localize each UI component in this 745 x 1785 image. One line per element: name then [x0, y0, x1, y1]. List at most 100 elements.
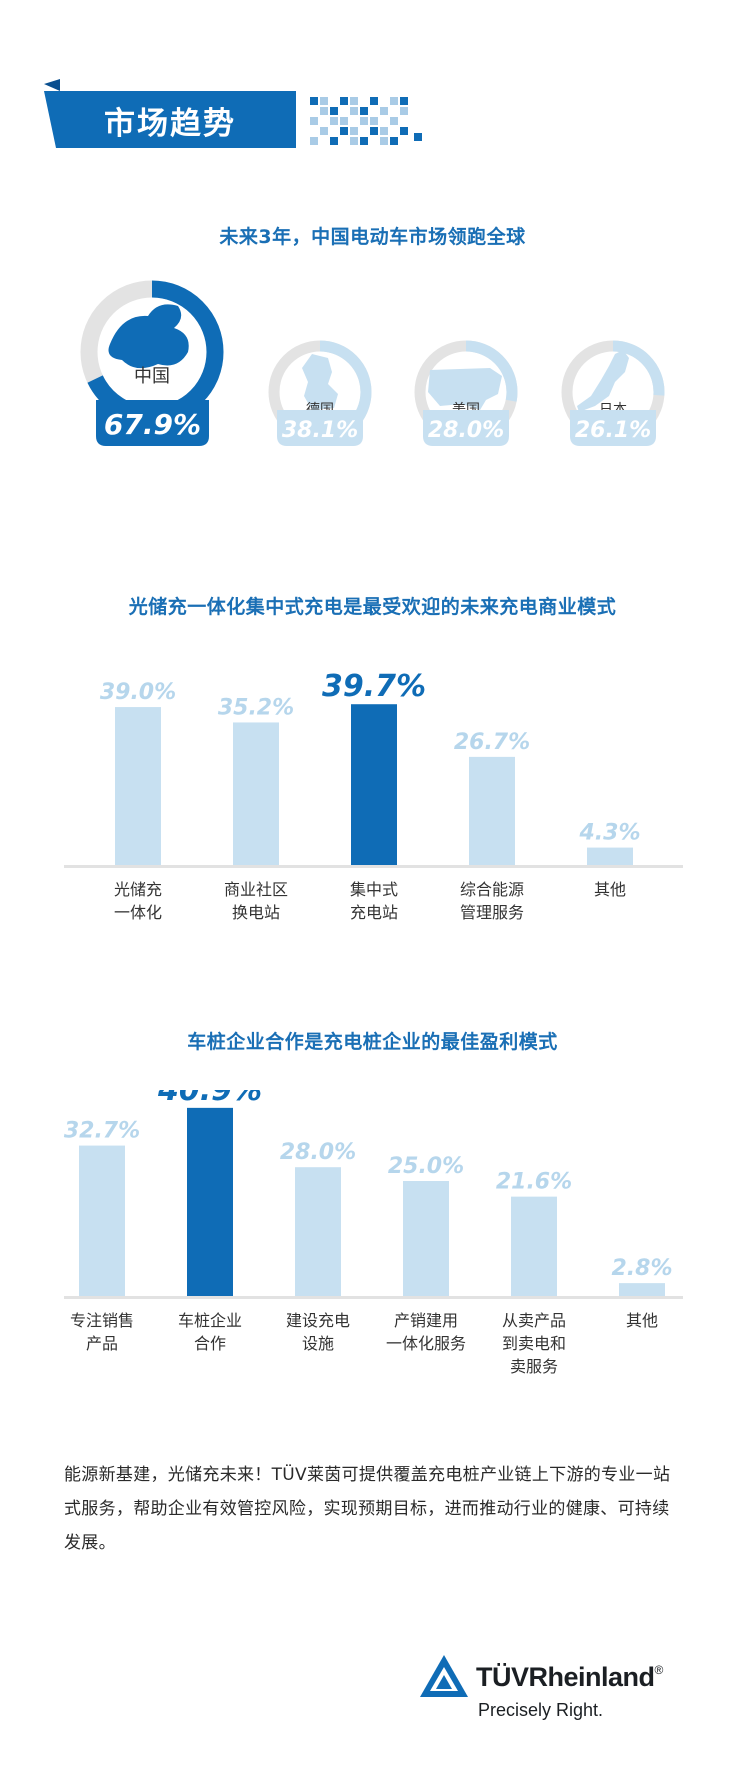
bar-category-label: 车桩企业合作	[178, 1311, 242, 1353]
checker-square	[390, 117, 398, 125]
chart2-title: 光储充一体化集中式充电是最受欢迎的未来充电商业模式	[128, 596, 617, 618]
checker-square	[400, 97, 408, 105]
bar-category-line: 其他	[626, 1311, 658, 1330]
footer-paragraph: 能源新基建，光储充未来！TÜV莱茵可提供覆盖充电桩产业链上下游的专业一站式服务，…	[64, 1465, 671, 1553]
bar-category-line: 综合能源	[460, 880, 524, 899]
ring-chart-0: 中国 67.9%	[80, 280, 224, 446]
bar	[187, 1107, 233, 1296]
ring-value-label: 26.1%	[575, 418, 651, 443]
chart3-title: 车桩企业合作是充电桩企业的最佳盈利模式	[187, 1031, 558, 1053]
bar	[295, 1167, 341, 1296]
checker-pattern-icon	[310, 97, 422, 145]
checker-square	[350, 137, 358, 145]
bar	[79, 1145, 125, 1296]
bar-category-line: 光储充	[114, 880, 162, 899]
ring-slice	[561, 340, 665, 444]
checker-square	[370, 97, 378, 105]
japan-map-icon	[577, 350, 629, 412]
bar-value-label: 35.2%	[218, 695, 294, 720]
bar-category-line: 设施	[302, 1334, 334, 1353]
x-axis-line	[64, 865, 683, 868]
brand-tagline: Precisely Right.	[478, 1700, 604, 1720]
registered-mark: ®	[654, 1663, 664, 1677]
bar-category-line: 产销建用	[394, 1311, 458, 1330]
value-pill	[277, 410, 363, 446]
bar-category-label: 商业社区换电站	[224, 880, 288, 922]
ring-slice	[268, 340, 372, 444]
bar-value-label: 25.0%	[388, 1154, 464, 1179]
bar-category-line: 管理服务	[460, 903, 524, 922]
bar-category-label: 从卖产品到卖电和卖服务	[502, 1311, 566, 1376]
bar-category-line: 一体化服务	[386, 1334, 466, 1353]
bar-value-label: 39.7%	[322, 669, 426, 704]
checker-square	[340, 97, 348, 105]
header-banner-graphic	[44, 79, 422, 148]
bar-category-line: 专注销售	[70, 1311, 134, 1330]
bar-chart-business-models: 39.0% 光储充一体化 35.2% 商业社区换电站 39.7% 集中式充电站 26.7% 综…	[64, 669, 683, 922]
ring-chart-group: 中国 67.9% 德国38.1% 美国28.0% 日本26.1%	[80, 280, 665, 446]
checker-square	[340, 127, 348, 135]
bar-chart-profit-models: 32.7% 专注销售产品 40.9% 车桩企业合作 28.0% 建设充电设施 25.0% 产销…	[64, 1090, 683, 1376]
bar-value-label: 39.0%	[100, 680, 176, 705]
ring-category-label: 中国	[134, 366, 170, 387]
bar-category-line: 商业社区	[224, 880, 288, 899]
checker-square	[390, 97, 398, 105]
bar-category-line: 建设充电	[286, 1311, 350, 1330]
bar	[351, 704, 397, 865]
checker-square	[370, 117, 378, 125]
x-axis-line	[64, 1296, 683, 1299]
checker-square	[340, 117, 348, 125]
checker-square	[330, 107, 338, 115]
ring-chart-1: 德国38.1%	[268, 340, 372, 446]
bar-category-label: 建设充电设施	[286, 1311, 350, 1353]
ring-value-label: 67.9%	[104, 408, 201, 441]
checker-square	[320, 97, 328, 105]
bar	[233, 722, 279, 865]
checker-square	[400, 127, 408, 135]
bar-category-label: 光储充一体化	[114, 880, 162, 922]
checker-square	[380, 137, 388, 145]
bar-category-line: 卖服务	[510, 1357, 558, 1376]
checker-square	[310, 117, 318, 125]
bar	[587, 847, 633, 865]
bar-category-label: 综合能源管理服务	[460, 880, 524, 922]
checker-square	[320, 107, 328, 115]
bar-category-line: 集中式	[350, 880, 398, 899]
ring-chart-3: 日本26.1%	[561, 340, 665, 446]
checker-square	[414, 133, 422, 141]
checker-square	[330, 137, 338, 145]
bar-category-label: 专注销售产品	[70, 1311, 134, 1353]
bar-value-label: 2.8%	[611, 1256, 672, 1281]
bar	[511, 1196, 557, 1296]
value-pill	[96, 400, 209, 446]
checker-square	[400, 107, 408, 115]
checker-square	[350, 107, 358, 115]
tuv-logo-icon	[420, 1655, 468, 1697]
usa-map-icon	[428, 368, 502, 410]
checker-square	[390, 137, 398, 145]
bar-value-label: 21.6%	[496, 1170, 572, 1195]
bar-value-label: 32.7%	[64, 1119, 140, 1144]
bar-category-line: 充电站	[350, 903, 398, 922]
checker-square	[310, 97, 318, 105]
ring-value-label: 28.0%	[428, 418, 504, 443]
bar-category-label: 集中式充电站	[350, 880, 398, 922]
bar-category-line: 其他	[594, 880, 626, 899]
bar	[403, 1181, 449, 1296]
bar-category-label: 产销建用一体化服务	[386, 1311, 466, 1353]
bar-category-line: 换电站	[232, 903, 280, 922]
bar-value-label: 40.9%	[157, 1090, 262, 1108]
checker-square	[380, 107, 388, 115]
checker-square	[360, 137, 368, 145]
checker-square	[310, 137, 318, 145]
checker-square	[370, 127, 378, 135]
ring-chart-2: 美国28.0%	[414, 340, 518, 446]
bar-value-label: 28.0%	[280, 1140, 356, 1165]
page-title: 市场趋势	[104, 106, 236, 142]
checker-square	[330, 117, 338, 125]
bar-value-label: 4.3%	[578, 821, 640, 846]
checker-square	[350, 127, 358, 135]
bar-category-label: 其他	[594, 880, 626, 899]
bar-value-label: 26.7%	[454, 730, 530, 755]
brand-name: TÜVRheinland®	[476, 1662, 663, 1693]
